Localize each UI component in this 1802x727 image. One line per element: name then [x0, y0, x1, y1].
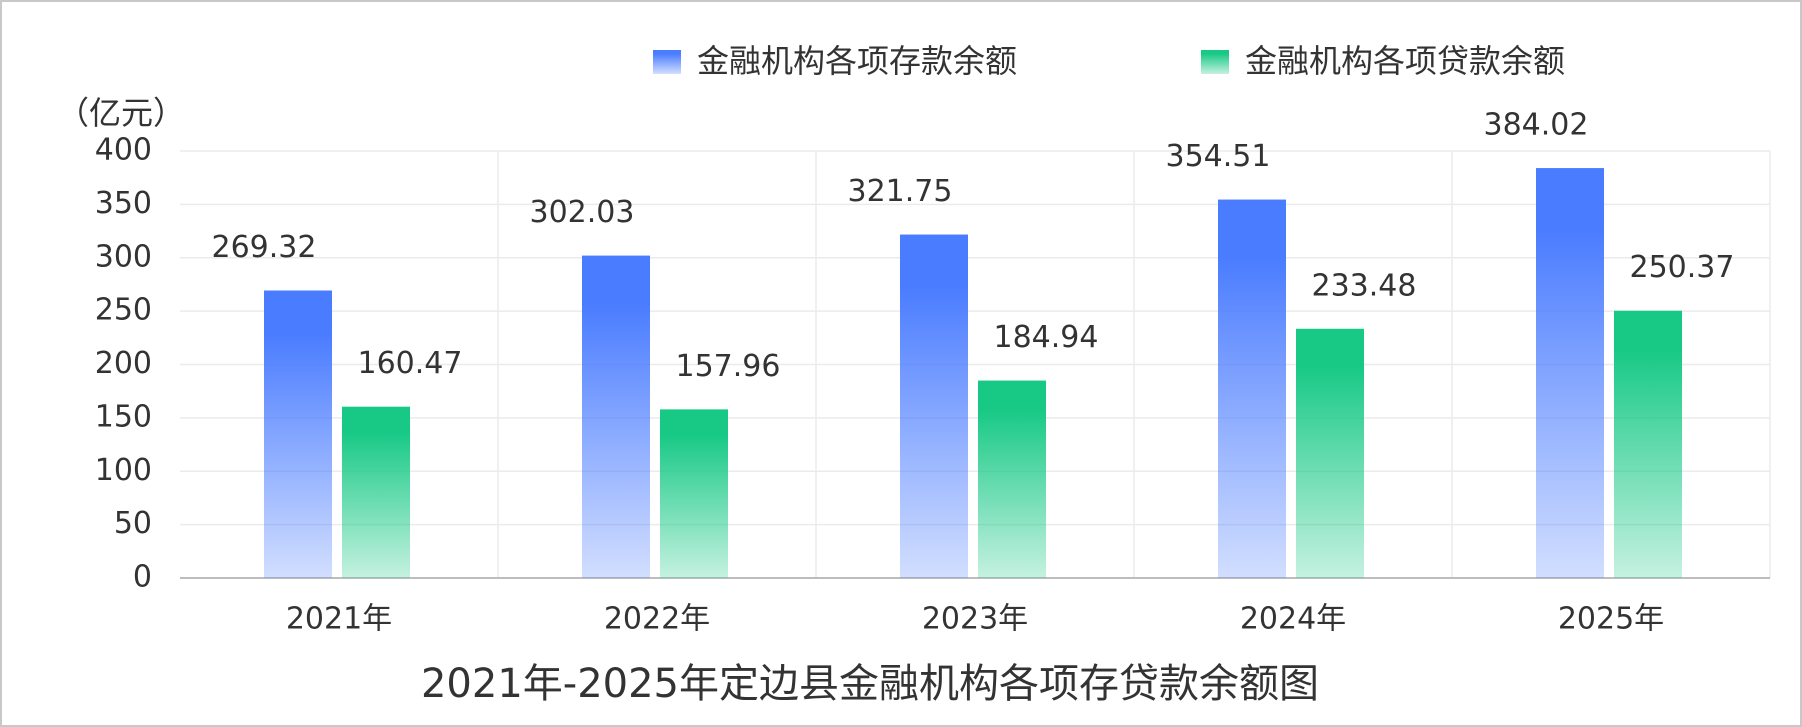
value-label: 354.51	[1166, 139, 1271, 174]
value-label: 184.94	[994, 320, 1099, 355]
bar	[978, 380, 1046, 578]
legend-swatch	[1201, 50, 1229, 74]
y-tick-label: 50	[114, 506, 152, 541]
y-tick-label: 200	[95, 346, 152, 381]
value-label: 384.02	[1484, 108, 1589, 143]
y-tick-label: 300	[95, 239, 152, 274]
value-label: 233.48	[1312, 268, 1417, 303]
x-tick-label: 2022年	[604, 602, 710, 637]
bar	[660, 409, 728, 578]
bar	[900, 234, 968, 579]
legend-label: 金融机构各项贷款余额	[1245, 42, 1565, 80]
bar	[1296, 328, 1364, 578]
value-label: 250.37	[1630, 250, 1735, 285]
x-tick-label: 2023年	[922, 602, 1028, 637]
bar	[264, 290, 332, 578]
x-tick-label: 2021年	[286, 602, 392, 637]
x-tick-label: 2024年	[1240, 602, 1346, 637]
chart-title: 2021年-2025年定边县金融机构各项存贷款余额图	[421, 661, 1319, 707]
legend-swatch	[653, 50, 681, 74]
value-label: 269.32	[212, 230, 317, 265]
value-label: 157.96	[676, 349, 781, 384]
bar	[1536, 168, 1604, 578]
bar	[582, 255, 650, 578]
bar	[1614, 310, 1682, 578]
bar	[1218, 199, 1286, 578]
value-label: 160.47	[358, 346, 463, 381]
bar	[342, 406, 410, 578]
legend-label: 金融机构各项存款余额	[697, 42, 1017, 80]
x-tick-label: 2025年	[1558, 602, 1664, 637]
y-axis-label: （亿元）	[57, 94, 185, 132]
y-tick-label: 400	[95, 133, 152, 168]
y-tick-label: 350	[95, 186, 152, 221]
y-tick-label: 0	[133, 560, 152, 595]
y-tick-label: 100	[95, 453, 152, 488]
y-tick-label: 250	[95, 293, 152, 328]
y-tick-label: 150	[95, 399, 152, 434]
value-label: 302.03	[530, 195, 635, 230]
value-label: 321.75	[848, 174, 953, 209]
